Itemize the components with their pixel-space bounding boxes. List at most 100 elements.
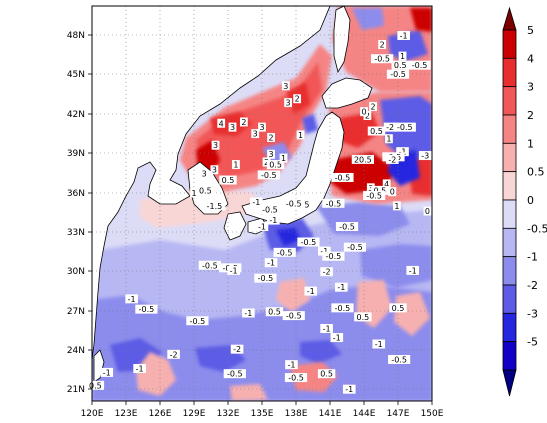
contour-label: -1 bbox=[128, 295, 136, 304]
lon-label-135: 135E bbox=[251, 409, 274, 419]
contour-label-bg bbox=[418, 151, 432, 161]
contour-label: -0.5 bbox=[262, 206, 278, 215]
contour-label: -1 bbox=[400, 31, 408, 40]
contour-label-bg bbox=[343, 242, 367, 252]
contour-label-bg bbox=[257, 170, 280, 180]
contour-label-bg bbox=[382, 179, 391, 189]
contour-label-bg bbox=[262, 157, 271, 167]
contour-label-bg bbox=[393, 122, 416, 132]
colorbar-box bbox=[502, 199, 517, 229]
contour-label-bg bbox=[296, 130, 305, 140]
contour-label: -1 bbox=[252, 198, 260, 207]
lat-label-33: 33N bbox=[67, 228, 85, 238]
contour-label-bg bbox=[230, 344, 244, 354]
contour-label: 1 bbox=[298, 131, 303, 140]
contour-label-bg bbox=[200, 169, 209, 179]
contour-label-bg bbox=[331, 172, 354, 182]
contour-label-bg bbox=[371, 54, 394, 64]
contour-label: 3 bbox=[213, 141, 218, 150]
contour-label: 1 bbox=[281, 154, 286, 163]
contour-label: 3 bbox=[283, 82, 288, 91]
lon-label-147: 147E bbox=[387, 409, 410, 419]
contour-label: -1 bbox=[320, 247, 328, 256]
contour-label-bg bbox=[133, 364, 146, 374]
contour-label: -1 bbox=[258, 223, 266, 232]
colorbar-box bbox=[502, 114, 517, 144]
contour-label: 3 bbox=[230, 123, 235, 132]
contour-label-bg bbox=[385, 134, 393, 144]
contour-label: 3 bbox=[202, 170, 207, 179]
land-honshu bbox=[241, 111, 345, 225]
contour-label: 0.5 bbox=[394, 61, 407, 70]
anomaly-region-s3 bbox=[300, 340, 342, 364]
contour-label-bg bbox=[267, 215, 280, 225]
contour-label-bg bbox=[239, 117, 248, 127]
contour-label-bg bbox=[371, 185, 389, 195]
contour-label: -0.5 bbox=[227, 370, 243, 379]
contour-label-bg bbox=[210, 165, 219, 175]
contour-label-bg bbox=[251, 129, 260, 139]
contour-label-bg bbox=[388, 354, 411, 364]
contour-label-bg bbox=[211, 140, 220, 150]
lon-label-138: 138E bbox=[285, 409, 308, 419]
contour-label-bg bbox=[284, 373, 308, 383]
contour-label: -0.5 bbox=[139, 305, 155, 314]
contour-label-bg bbox=[360, 107, 368, 117]
contour-label-bg bbox=[372, 339, 386, 349]
warm-pocket-1 bbox=[136, 352, 176, 396]
contour-label: 1 bbox=[233, 161, 238, 170]
colorbar: 5 4 3 2 1 0.5 0 -0.5 -1 -2 -3 -5 bbox=[502, 6, 547, 397]
warm-region-japan-sea-mid bbox=[196, 62, 322, 178]
contour-label: -1 bbox=[244, 309, 252, 318]
contour-label: 2 bbox=[269, 133, 274, 142]
contour-label-bg bbox=[398, 51, 407, 61]
contour-label: -2 bbox=[323, 268, 331, 277]
contour-label: -2 bbox=[386, 123, 394, 132]
contour-label: -0.5 bbox=[339, 223, 355, 232]
contour-label-bg bbox=[265, 307, 284, 317]
contour-label-bg bbox=[125, 294, 138, 304]
contour-label-bg bbox=[391, 60, 409, 70]
colorbar-arrow-bottom bbox=[502, 369, 517, 397]
contour-label: 0.5 bbox=[199, 186, 212, 195]
contour-label-bg bbox=[281, 81, 290, 91]
contour-label: 2 bbox=[241, 118, 246, 127]
contour-label: 20.5 bbox=[354, 155, 372, 164]
colorbar-label: -5 bbox=[527, 336, 538, 349]
colorbar-label: -1 bbox=[527, 251, 538, 264]
contour-label-bg bbox=[254, 273, 277, 283]
contour-label-bg bbox=[217, 118, 226, 128]
contour-label-bg bbox=[386, 69, 410, 79]
contour-label: 2 bbox=[264, 158, 269, 167]
contour-label-bg bbox=[369, 101, 377, 111]
lat-label-36: 36N bbox=[67, 189, 85, 199]
land-kyushu bbox=[223, 211, 247, 241]
contour-label-bg bbox=[267, 149, 275, 159]
contour-label-bg bbox=[196, 185, 215, 195]
lat-label-30: 30N bbox=[67, 267, 85, 277]
contour-label: -1 bbox=[375, 340, 383, 349]
contour-label-bg bbox=[279, 153, 288, 163]
contour-label-bg bbox=[304, 286, 318, 296]
contour-label: -0.5 bbox=[391, 355, 407, 364]
contour-label: 1 bbox=[400, 52, 405, 61]
contour-label: -2 bbox=[233, 345, 241, 354]
lon-label-126: 126E bbox=[149, 409, 172, 419]
colorbar-arrow-top bbox=[502, 6, 517, 31]
contour-label: 0.5 bbox=[269, 161, 282, 170]
contour-label-bg bbox=[250, 197, 263, 207]
contour-label: 0.5 bbox=[222, 176, 235, 185]
colorbar-box bbox=[502, 86, 517, 116]
contour-label-bg bbox=[389, 303, 407, 313]
contour-label-bg bbox=[228, 122, 237, 132]
contour-label: -0.5 bbox=[335, 304, 351, 313]
contour-label: 0.5 bbox=[373, 186, 386, 195]
colorbar-box bbox=[502, 284, 517, 314]
contour-label: -1 bbox=[267, 259, 275, 268]
contour-label-bg bbox=[267, 132, 275, 142]
contour-label-bg bbox=[190, 188, 198, 198]
colorbar-label: 0.5 bbox=[527, 166, 545, 179]
lon-label-144: 144E bbox=[353, 409, 376, 419]
contour-label: 0.5 bbox=[89, 381, 102, 390]
lon-label-150: 150E bbox=[421, 409, 444, 419]
